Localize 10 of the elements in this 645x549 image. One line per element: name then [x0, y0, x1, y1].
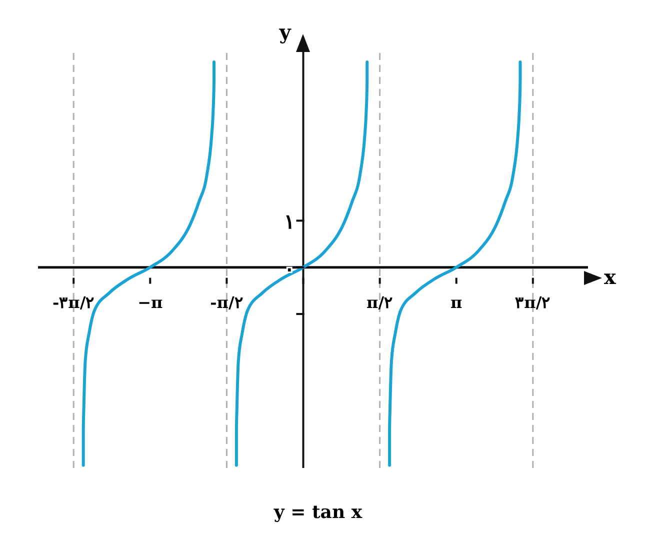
y-axis-title: y [279, 20, 291, 44]
y-tick-label: ۱ [284, 210, 296, 234]
x-tick-label: -۳π/۲ [52, 292, 95, 312]
x-tick-label: π [450, 292, 462, 312]
x-axis-title: x [604, 264, 616, 289]
x-tick-label: ۳π/۲ [515, 292, 551, 312]
x-tick-label: -π/۲ [210, 292, 244, 312]
text: y = tan x [272, 502, 364, 523]
x-tick-label: −π [138, 292, 163, 312]
x-tick-label: π/۲ [366, 292, 394, 312]
